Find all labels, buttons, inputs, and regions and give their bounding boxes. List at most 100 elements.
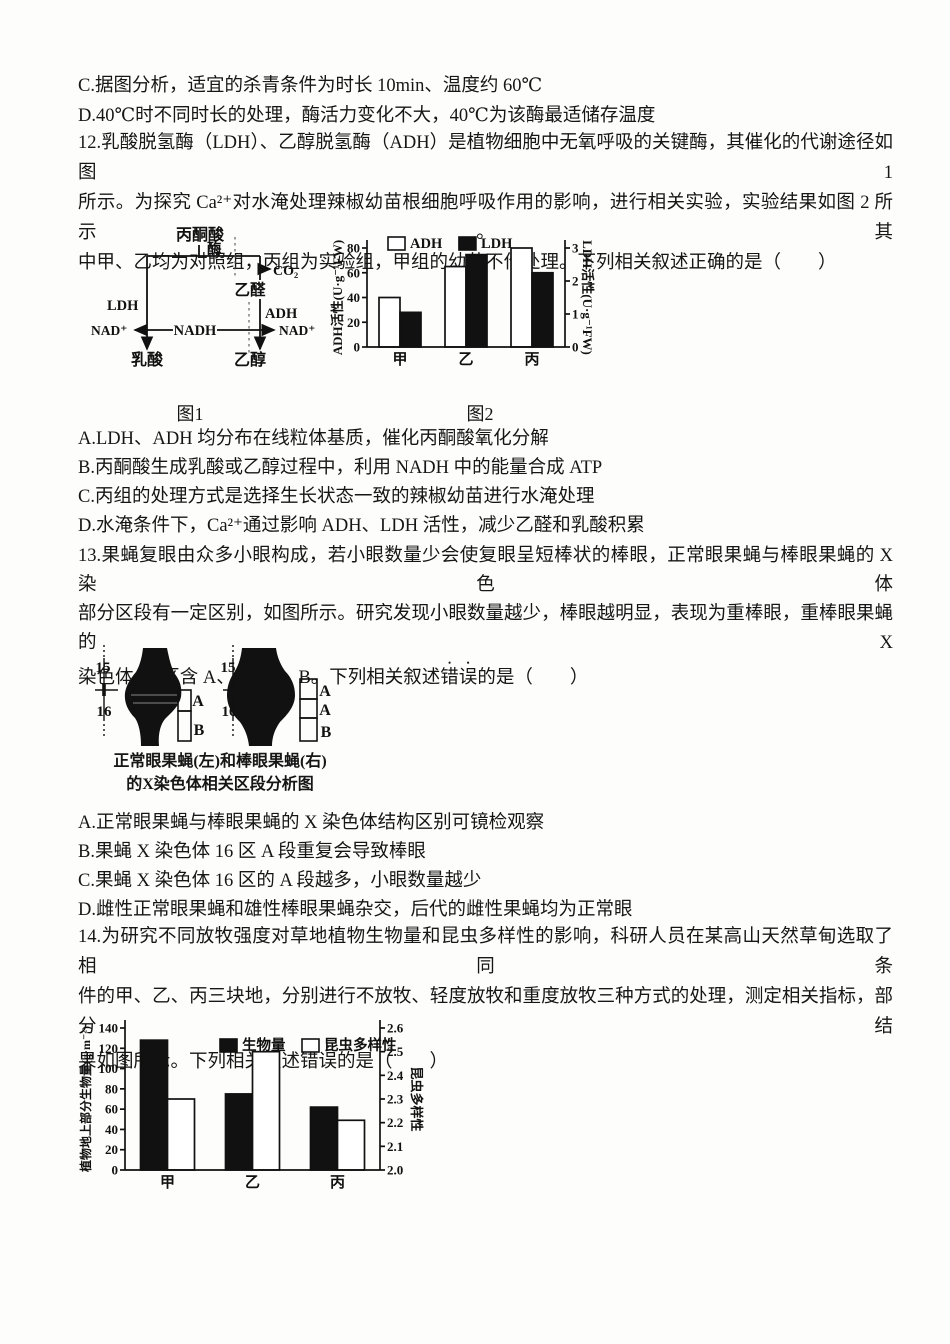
fig1-label-enzyme: 酶 [207,240,222,258]
svg-text:LDH活性(U·g⁻¹FW): LDH活性(U·g⁻¹FW) [580,240,595,355]
svg-text:60: 60 [347,265,360,280]
q13-line-1: 13.果蝇复眼由众多小眼构成，若小眼数量少会使复眼呈短棒状的棒眼，正常眼果蝇与棒… [78,546,893,595]
fig2-bar-LDH-甲 [399,311,422,348]
left-segment-b-box [177,710,192,742]
fig2-bar-LDH-丙 [531,271,554,348]
fig2-legend-swatch-ADH [387,236,406,251]
chromosome-caption-line1: 正常眼果蝇(左)和棒眼果蝇(右) [113,753,327,770]
svg-text:生物量: 生物量 [242,1036,286,1054]
svg-text:LDH: LDH [481,236,513,252]
svg-text:2.2: 2.2 [387,1115,403,1130]
q14-chart-legend-swatch-昆虫多样性 [301,1038,320,1053]
q12-option-c: C.丙组的处理方式是选择生长状态一致的辣椒幼苗进行水淹处理 [78,487,595,507]
fig1-label-nad-right: NAD⁺ [279,323,315,338]
q14-chart-bar-昆虫多样性-甲 [166,1098,196,1171]
fig1-label-ldh: LDH [107,298,139,314]
svg-text:丙: 丙 [524,351,539,368]
q13-line-3-post: 的是（ ） [477,668,589,688]
right-segment-b-box [299,717,318,742]
fig1-label-co2: CO₂ [273,264,298,279]
left-region-15-label: 15 [96,660,111,676]
q14-line-3-pre: 果如图所示。下列相关叙述 [78,1052,301,1072]
right-segment-a2-label: A [319,702,331,719]
chromosome-caption-line2: 的X染色体相关区段分析图 [126,776,314,793]
q13-line-2: 部分区段有一定区别，如图所示。研究发现小眼数量越少，棒眼越明显，表现为重棒眼，重… [78,604,893,653]
q13-option-c: C.果蝇 X 染色体 16 区的 A 段越多，小眼数量越少 [78,871,482,891]
fig1-label-adh: ADH [265,306,298,322]
svg-text:昆虫多样性: 昆虫多样性 [409,1066,424,1131]
right-axis-tick [231,684,235,696]
fig1-label-ethanol: 乙醇 [234,350,266,369]
svg-text:20: 20 [105,1142,118,1157]
svg-text:80: 80 [347,241,360,256]
fig1-caption: 图1 [176,404,204,424]
q12-line-2: 所示。为探究 Ca²⁺对水淹处理辣椒幼苗根细胞呼吸作用的影响，进行相关实验，实验… [78,193,893,243]
svg-text:0: 0 [572,340,579,355]
right-segment-a1-box [299,678,318,700]
q14-line-3-post: 的是（ ） [337,1052,449,1072]
bar-eye-x-chromosome-shape [227,648,295,746]
fig1-label-nad-left: NAD⁺ [91,323,127,338]
svg-text:40: 40 [105,1122,118,1137]
fig1-label-acetaldehyde: 乙醛 [234,280,266,299]
fig2-legend-swatch-LDH [458,236,477,251]
q12-options-block: A.LDH、ADH 均分布在线粒体基质，催化丙酮酸氧化分解 B.丙酮酸生成乳酸或… [78,425,893,541]
q11-option-c: C.据图分析，适宜的杀青条件为时长 10min、温度约 60℃ [78,76,543,96]
fig2-bar-ADH-甲 [378,296,401,348]
q14-chart-bar-生物量-甲 [139,1039,169,1171]
q13-line-3-emphasis: 错误 [440,668,478,688]
svg-text:甲: 甲 [160,1174,175,1191]
q14-line-2: 件的甲、乙、丙三块地，分别进行不放牧、轻度放牧和重度放牧三种方式的处理，测定相关… [78,987,893,1037]
svg-text:2.4: 2.4 [387,1068,404,1083]
fig2-bar-chart: 0 20 40 60 80 0 1 2 3 甲 乙 丙 ADH活性(U·g⁻¹FW) LDH活性(U·g⁻… [330,226,630,381]
fig2-caption: 图2 [466,404,494,424]
fig1-label-pyruvate: 丙酮酸 [176,225,225,244]
q11-option-d: D.40℃时不同时长的处理，酶活力变化不大，40℃为该酶最适储存温度 [78,106,656,126]
svg-text:100: 100 [99,1061,119,1076]
q12-line-1: 12.乳酸脱氢酶（LDH）、乙醇脱氢酶（ADH）是植物细胞中无氧呼吸的关键酶，其… [78,133,893,183]
svg-text:ADH活性(U·g⁻¹FW): ADH活性(U·g⁻¹FW) [330,240,345,355]
q13-chromosome-figure: 15 16 15 16 A B A A B 正常眼果蝇(左)和棒眼果蝇(右) 的… [95,645,360,803]
q13-option-b: B.果蝇 X 染色体 16 区 A 段重复会导致棒眼 [78,842,426,862]
svg-text:0: 0 [112,1163,119,1178]
q14-chart-bar-生物量-乙 [224,1093,254,1171]
svg-text:2.0: 2.0 [387,1163,403,1178]
right-region-15-label: 15 [221,660,236,676]
svg-text:植物地上部分生物量(g·m⁻²): 植物地上部分生物量(g·m⁻²) [78,1026,93,1173]
left-region-16-label: 16 [97,704,113,720]
svg-text:1: 1 [572,307,579,322]
svg-text:丙: 丙 [330,1174,345,1191]
svg-text:140: 140 [99,1021,119,1036]
fig2-bar-LDH-乙 [465,253,488,348]
q12-option-b: B.丙酮酸生成乳酸或乙醇过程中，利用 NADH 中的能量合成 ATP [78,458,603,478]
fig1-pathway-diagram: 丙酮酸 酶 CO₂ 乙醛 LDH ADH NAD⁺ NADH NAD⁺ 乳酸 乙… [91,222,345,387]
q12-option-d: D.水淹条件下，Ca²⁺通过影响 ADH、LDH 活性，减少乙醛和乳酸积累 [78,516,645,536]
q14-chart-bar-昆虫多样性-丙 [336,1119,366,1171]
svg-text:3: 3 [572,241,579,256]
svg-text:昆虫多样性: 昆虫多样性 [324,1036,397,1054]
svg-text:2.3: 2.3 [387,1092,404,1107]
q14-line-3-emphasis: 错误 [300,1052,338,1072]
right-region-16-label: 16 [222,704,238,720]
q11-options-block: C.据图分析，适宜的杀青条件为时长 10min、温度约 60℃ D.40℃时不同… [78,71,893,131]
q12-stem: 12.乳酸脱氢酶（LDH）、乙醇脱氢酶（ADH）是植物细胞中无氧呼吸的关键酶，其… [78,128,893,278]
fig2-svg: 0 20 40 60 80 0 1 2 3 甲 乙 丙 ADH活性(U·g⁻¹FW) LDH活性(U·g⁻… [330,236,595,368]
fig2-bar-ADH-丙 [510,247,533,348]
fig1-label-nadh: NADH [174,323,217,339]
q14-chart-legend-swatch-生物量 [219,1038,238,1053]
right-segment-b-label: B [321,724,332,741]
q14-chart-svg: 0 20 40 60 80 100 120 140 2.0 2.1 2.2 2.3 2.4 2.5 2.6 甲… [78,1020,424,1191]
normal-eye-x-chromosome-shape [124,648,182,746]
svg-text:2.6: 2.6 [387,1021,404,1036]
fig1-label-lactate: 乳酸 [131,350,164,369]
fig2-bar-ADH-乙 [444,265,467,348]
svg-text:2.1: 2.1 [387,1139,403,1154]
svg-text:0: 0 [354,340,361,355]
q14-chart-bar-昆虫多样性-乙 [251,1050,281,1171]
q12-option-a: A.LDH、ADH 均分布在线粒体基质，催化丙酮酸氧化分解 [78,429,549,449]
left-axis-tick [102,684,106,696]
q14-bar-chart: 0 20 40 60 80 100 120 140 2.0 2.1 2.2 2.3 2.4 2.5 2.6 甲… [60,1018,490,1203]
q13-option-d: D.雌性正常眼果蝇和雄性棒眼果蝇杂交，后代的雌性果蝇均为正常眼 [78,900,633,920]
q14-line-1: 14.为研究不同放牧强度对草地植物生物量和昆虫多样性的影响，科研人员在某高山天然… [78,927,893,977]
